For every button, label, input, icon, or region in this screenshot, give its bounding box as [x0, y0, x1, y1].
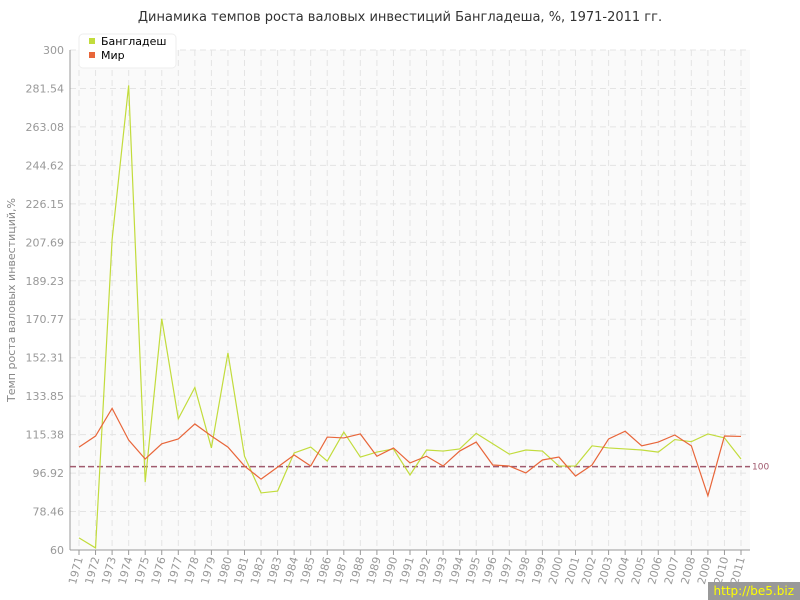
- y-tick-label: 170.77: [26, 313, 65, 326]
- legend-label: Бангладеш: [101, 35, 166, 48]
- y-tick-label: 152.31: [26, 352, 65, 365]
- y-tick-label: 263.08: [26, 121, 65, 134]
- y-tick-label: 133.85: [26, 390, 65, 403]
- y-tick-label: 78.46: [33, 506, 65, 519]
- y-axis-label: Темп роста валовых инвестиций,%: [5, 198, 18, 403]
- y-tick-label: 189.23: [26, 275, 65, 288]
- y-tick-label: 300: [43, 44, 64, 57]
- y-tick-label: 60: [50, 544, 64, 557]
- y-tick-label: 226.15: [26, 198, 65, 211]
- legend-box: [78, 33, 177, 69]
- y-tick-label: 244.62: [26, 159, 65, 172]
- legend-label: Мир: [101, 49, 125, 62]
- legend-swatch: [89, 38, 95, 44]
- watermark[interactable]: http://be5.biz: [707, 582, 800, 600]
- legend-swatch: [89, 52, 95, 58]
- y-tick-label: 96.92: [33, 467, 65, 480]
- reference-line-label: 100: [752, 463, 769, 473]
- chart-title: Динамика темпов роста валовых инвестиций…: [137, 10, 663, 25]
- series-line-world: [78, 407, 742, 498]
- y-tick-label: 281.54: [26, 82, 65, 95]
- y-tick-label: 115.38: [26, 429, 65, 442]
- series-line-bangladesh: [78, 85, 742, 549]
- y-tick-label: 207.69: [26, 236, 65, 249]
